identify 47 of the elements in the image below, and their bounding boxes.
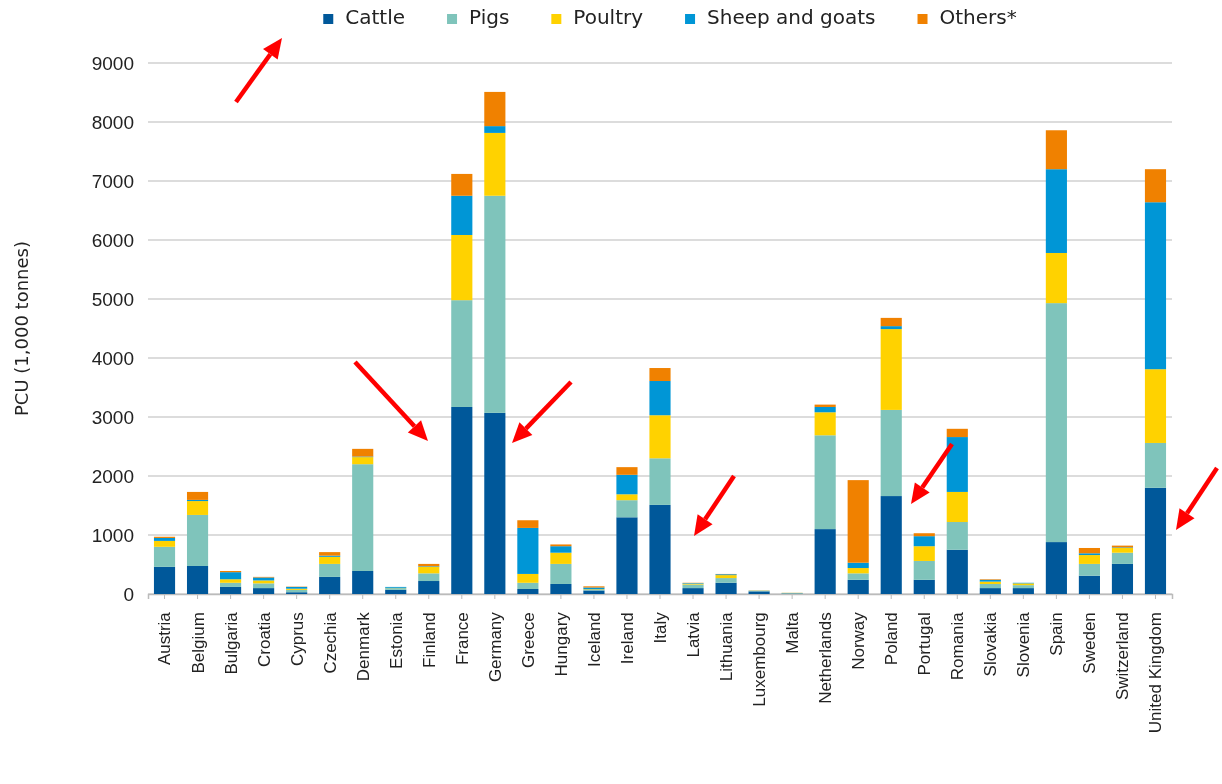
x-tick-label: Norway (849, 611, 869, 670)
legend-label: Pigs (469, 5, 510, 29)
x-tick-label: Denmark (353, 611, 373, 682)
x-tick-label: Belgium (188, 612, 208, 674)
x-tick-label: Hungary (551, 611, 571, 677)
x-tick-label: Spain (1047, 612, 1067, 656)
x-tick-label: Germany (485, 611, 505, 683)
x-tick-label: Czechia (320, 611, 340, 674)
y-tick-label: 5000 (91, 288, 134, 310)
x-tick-label: Finland (419, 612, 439, 668)
y-tick-label: 4000 (91, 347, 134, 369)
x-tick-label: Cyprus (287, 612, 307, 667)
x-tick-label: Slovakia (981, 611, 1001, 677)
x-tick-label: Iceland (584, 612, 604, 668)
y-tick-label: 8000 (91, 111, 134, 133)
legend-label: Poultry (573, 5, 644, 29)
x-tick-label: Lithuania (717, 611, 737, 682)
y-tick-label: 3000 (91, 406, 134, 428)
x-tick-label: Croatia (254, 611, 274, 668)
x-tick-label: Luxembourg (750, 612, 770, 707)
y-tick-label: 9000 (91, 52, 134, 74)
x-tick-label: Italy (650, 611, 670, 644)
x-tick-label: Switzerland (1113, 612, 1133, 701)
y-tick-label: 7000 (91, 170, 134, 192)
x-tick-label: Latvia (683, 611, 703, 658)
legend-label: Others* (939, 5, 1017, 29)
y-tick-label: 6000 (91, 229, 134, 251)
x-tick-label: France (452, 612, 472, 666)
x-tick-label: Malta (783, 611, 803, 654)
x-tick-label: Ireland (617, 612, 637, 665)
x-tick-label: Greece (518, 612, 538, 668)
legend-label: Sheep and goats (707, 5, 876, 29)
y-axis-title: PCU (1,000 tonnes) (11, 241, 32, 416)
x-tick-label: Poland (882, 612, 902, 666)
x-tick-label: Estonia (386, 611, 406, 669)
y-tick-label: 1000 (91, 524, 134, 546)
legend-label: Cattle (345, 5, 406, 29)
x-tick-label: Sweden (1080, 612, 1100, 674)
x-tick-label: Austria (155, 611, 175, 666)
x-tick-label: Bulgaria (221, 611, 241, 675)
x-tick-label: Slovenia (1014, 611, 1034, 678)
x-tick-label: United Kingdom (1146, 612, 1166, 734)
y-tick-label: 0 (123, 583, 134, 605)
x-tick-label: Portugal (915, 612, 935, 676)
x-tick-label: Netherlands (816, 612, 836, 704)
x-tick-label: Romania (948, 611, 968, 681)
y-tick-label: 2000 (91, 465, 134, 487)
